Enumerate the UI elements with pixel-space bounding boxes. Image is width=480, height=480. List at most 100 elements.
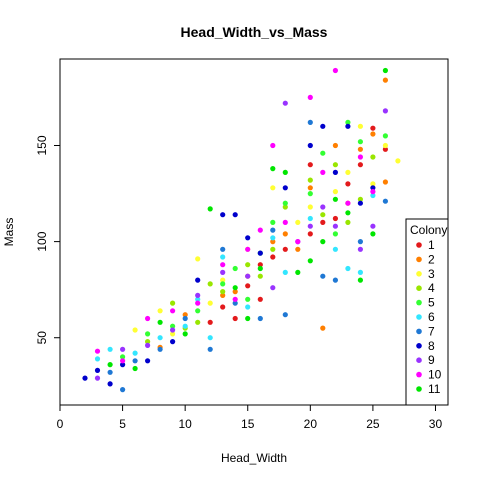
data-point-colony-3 bbox=[170, 331, 176, 337]
data-point-colony-2 bbox=[320, 325, 326, 331]
data-point-colony-4 bbox=[207, 281, 213, 287]
data-point-colony-8 bbox=[320, 123, 326, 129]
data-point-colony-10 bbox=[370, 189, 376, 195]
y-tick-label: 100 bbox=[35, 231, 49, 251]
legend-label-5: 5 bbox=[428, 296, 435, 310]
data-point-colony-11 bbox=[270, 166, 276, 172]
data-point-colony-9 bbox=[220, 269, 226, 275]
data-point-colony-4 bbox=[345, 219, 351, 225]
data-point-colony-5 bbox=[357, 139, 363, 145]
data-point-colony-1 bbox=[307, 231, 313, 237]
data-point-colony-6 bbox=[357, 269, 363, 275]
y-axis-label: Mass bbox=[2, 218, 16, 247]
legend-marker-9 bbox=[416, 357, 422, 364]
legend-label-7: 7 bbox=[428, 324, 435, 338]
legend-label-2: 2 bbox=[428, 252, 435, 266]
data-point-colony-7 bbox=[207, 346, 213, 352]
data-point-colony-5 bbox=[170, 323, 176, 329]
data-point-colony-2 bbox=[382, 77, 388, 83]
data-point-colony-3 bbox=[345, 169, 351, 175]
data-point-colony-3 bbox=[357, 123, 363, 129]
legend-marker-11 bbox=[416, 386, 422, 392]
data-point-colony-10 bbox=[145, 315, 151, 322]
data-point-colony-8 bbox=[332, 169, 338, 175]
legend-title: Colony bbox=[410, 223, 447, 237]
data-point-colony-5 bbox=[145, 331, 151, 337]
data-point-colony-10 bbox=[295, 239, 301, 245]
data-point-colony-3 bbox=[382, 142, 388, 149]
x-axis: 0 5 10 15 20 25 30 bbox=[57, 404, 442, 431]
data-point-colony-1 bbox=[320, 219, 326, 225]
data-point-colony-6 bbox=[94, 356, 101, 362]
data-point-colony-8 bbox=[282, 185, 288, 191]
data-point-colony-4 bbox=[282, 204, 288, 210]
data-point-colony-9 bbox=[320, 204, 326, 210]
data-point-colony-2 bbox=[282, 231, 288, 237]
data-point-colony-7 bbox=[232, 300, 238, 306]
legend-label-4: 4 bbox=[428, 281, 435, 295]
data-point-colony-11 bbox=[207, 206, 213, 212]
data-point-colony-10 bbox=[257, 227, 263, 233]
data-point-colony-4 bbox=[307, 177, 313, 183]
data-point-colony-8 bbox=[107, 381, 113, 387]
data-point-colony-6 bbox=[270, 235, 276, 241]
legend-marker-4 bbox=[416, 285, 422, 292]
data-point-colony-7 bbox=[357, 239, 363, 245]
data-point-colony-8 bbox=[357, 200, 363, 206]
data-point-colony-4 bbox=[332, 162, 338, 168]
data-point-colony-8 bbox=[145, 358, 151, 364]
data-point-colony-4 bbox=[145, 339, 151, 345]
data-point-colony-1 bbox=[370, 125, 376, 131]
data-point-colony-9 bbox=[245, 273, 251, 279]
data-point-colony-2 bbox=[307, 185, 313, 191]
data-point-colony-4 bbox=[245, 262, 251, 268]
data-point-colony-10 bbox=[332, 67, 338, 74]
data-point-colony-5 bbox=[332, 231, 338, 237]
data-point-colony-3 bbox=[132, 327, 138, 333]
data-point-colony-5 bbox=[320, 150, 326, 156]
data-point-colony-6 bbox=[182, 323, 188, 329]
legend-label-3: 3 bbox=[428, 267, 435, 281]
x-tick-label: 20 bbox=[304, 417, 318, 431]
data-point-colony-4 bbox=[170, 300, 176, 306]
legend-marker-6 bbox=[416, 314, 422, 320]
points-layer bbox=[82, 67, 401, 393]
legend-marker-1 bbox=[416, 242, 422, 248]
data-point-colony-6 bbox=[220, 254, 226, 260]
data-point-colony-10 bbox=[195, 300, 201, 306]
data-point-colony-5 bbox=[232, 265, 238, 272]
data-point-colony-5 bbox=[245, 296, 251, 302]
data-point-colony-8 bbox=[82, 375, 88, 381]
data-point-colony-9 bbox=[332, 223, 338, 229]
data-point-colony-8 bbox=[170, 339, 176, 345]
data-point-colony-2 bbox=[270, 239, 276, 245]
data-point-colony-4 bbox=[195, 319, 201, 325]
data-point-colony-9 bbox=[270, 285, 276, 291]
legend-marker-3 bbox=[416, 271, 422, 277]
data-point-colony-3 bbox=[395, 158, 401, 164]
data-point-colony-2 bbox=[182, 312, 188, 318]
data-point-colony-11 bbox=[320, 239, 326, 245]
data-point-colony-10 bbox=[94, 348, 101, 354]
data-point-colony-6 bbox=[332, 246, 338, 252]
data-point-colony-9 bbox=[307, 223, 313, 229]
legend-label-11: 11 bbox=[428, 382, 441, 396]
x-tick-label: 10 bbox=[178, 417, 192, 431]
data-point-colony-11 bbox=[107, 362, 113, 368]
legend-marker-2 bbox=[416, 256, 422, 263]
data-point-colony-1 bbox=[257, 296, 263, 302]
data-point-colony-6 bbox=[207, 335, 213, 341]
data-point-colony-6 bbox=[132, 350, 138, 356]
data-point-colony-4 bbox=[220, 289, 226, 295]
data-point-colony-11 bbox=[182, 331, 188, 337]
y-tick-label: 150 bbox=[35, 135, 49, 155]
data-point-colony-7 bbox=[270, 227, 276, 233]
data-point-colony-11 bbox=[382, 67, 388, 74]
legend-marker-8 bbox=[416, 343, 422, 349]
data-point-colony-11 bbox=[245, 315, 251, 322]
data-point-colony-3 bbox=[370, 181, 376, 187]
data-point-colony-6 bbox=[370, 192, 376, 199]
data-point-colony-1 bbox=[232, 315, 238, 322]
